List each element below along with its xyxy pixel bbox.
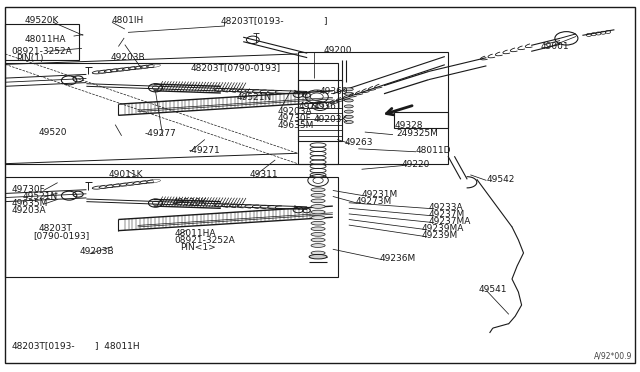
Text: 08921-3252A: 08921-3252A xyxy=(174,236,235,245)
Text: -49277: -49277 xyxy=(145,129,177,138)
Text: 48011D: 48011D xyxy=(416,146,451,155)
Ellipse shape xyxy=(311,205,325,208)
Text: 49203K: 49203K xyxy=(314,115,348,124)
Text: A/92*00.9: A/92*00.9 xyxy=(594,351,632,360)
Text: 49520: 49520 xyxy=(38,128,67,137)
Text: 49237MA: 49237MA xyxy=(429,217,471,226)
Text: 48011HA: 48011HA xyxy=(24,35,66,44)
Text: 48203T[0193-: 48203T[0193- xyxy=(221,16,284,25)
Text: 49236M: 49236M xyxy=(380,254,416,263)
Text: PIN(1): PIN(1) xyxy=(16,54,44,63)
Text: 49521N: 49521N xyxy=(22,192,58,201)
Text: 49231M: 49231M xyxy=(362,190,398,199)
Ellipse shape xyxy=(311,238,325,242)
Text: 49520K: 49520K xyxy=(173,198,207,207)
Ellipse shape xyxy=(311,188,325,192)
Text: 49542: 49542 xyxy=(486,175,515,184)
Text: 49200: 49200 xyxy=(323,46,352,55)
Text: [0790-0193]: [0790-0193] xyxy=(33,231,90,240)
Text: 49730F: 49730F xyxy=(12,185,45,194)
Ellipse shape xyxy=(344,115,353,118)
Bar xyxy=(298,52,448,164)
Ellipse shape xyxy=(344,99,353,102)
Text: 49521N: 49521N xyxy=(237,93,272,102)
Text: 49635M: 49635M xyxy=(12,199,48,208)
Text: 48203T: 48203T xyxy=(38,224,72,233)
Ellipse shape xyxy=(311,199,325,203)
Text: 49203B: 49203B xyxy=(80,247,115,256)
Bar xyxy=(5,177,338,277)
Ellipse shape xyxy=(344,110,353,113)
Ellipse shape xyxy=(344,88,353,91)
Text: 49273M: 49273M xyxy=(355,197,392,206)
Text: 49541: 49541 xyxy=(479,285,508,294)
Text: 48011HA: 48011HA xyxy=(174,229,216,238)
Text: ]  48011H: ] 48011H xyxy=(95,341,140,350)
Text: 49311: 49311 xyxy=(250,170,278,179)
Text: 492: 492 xyxy=(299,102,316,110)
Text: 49635M: 49635M xyxy=(278,121,314,130)
Text: -49271: -49271 xyxy=(188,146,220,155)
Text: 49237M: 49237M xyxy=(429,210,465,219)
Text: 49001: 49001 xyxy=(541,42,570,51)
Text: 49361: 49361 xyxy=(314,102,342,110)
Ellipse shape xyxy=(311,210,325,214)
Ellipse shape xyxy=(311,221,325,225)
Text: 08921-3252A: 08921-3252A xyxy=(12,47,72,56)
Text: 249325M: 249325M xyxy=(397,129,438,138)
Text: PIN<1>: PIN<1> xyxy=(180,243,216,252)
Text: ]: ] xyxy=(323,16,326,25)
Text: 49203B: 49203B xyxy=(111,53,145,62)
Text: 49239M: 49239M xyxy=(421,231,458,240)
Ellipse shape xyxy=(309,254,327,259)
Text: 49263: 49263 xyxy=(344,138,373,147)
Ellipse shape xyxy=(311,251,325,255)
Text: 49233A: 49233A xyxy=(429,203,463,212)
Ellipse shape xyxy=(344,105,353,108)
Bar xyxy=(298,80,342,141)
Text: 49203A: 49203A xyxy=(278,107,312,116)
Text: 49239MA: 49239MA xyxy=(421,224,463,233)
Text: 49369: 49369 xyxy=(320,87,349,96)
Ellipse shape xyxy=(311,227,325,231)
Text: 49520K: 49520K xyxy=(24,16,59,25)
Ellipse shape xyxy=(311,193,325,197)
Ellipse shape xyxy=(311,244,325,247)
Ellipse shape xyxy=(344,92,353,95)
Text: 49730F: 49730F xyxy=(278,114,312,123)
Text: 48203T[0790-0193]: 48203T[0790-0193] xyxy=(191,63,281,72)
Text: 49011K: 49011K xyxy=(109,170,143,179)
Ellipse shape xyxy=(344,121,353,124)
Ellipse shape xyxy=(311,232,325,236)
Bar xyxy=(5,24,79,60)
Text: 48203T[0193-: 48203T[0193- xyxy=(12,341,75,350)
Bar xyxy=(394,112,448,128)
Bar xyxy=(5,63,338,164)
Text: 49220: 49220 xyxy=(401,160,429,169)
Ellipse shape xyxy=(311,216,325,219)
Text: 49203A: 49203A xyxy=(12,206,46,215)
Text: 49328: 49328 xyxy=(395,121,424,130)
Text: 4801lH: 4801lH xyxy=(112,16,144,25)
